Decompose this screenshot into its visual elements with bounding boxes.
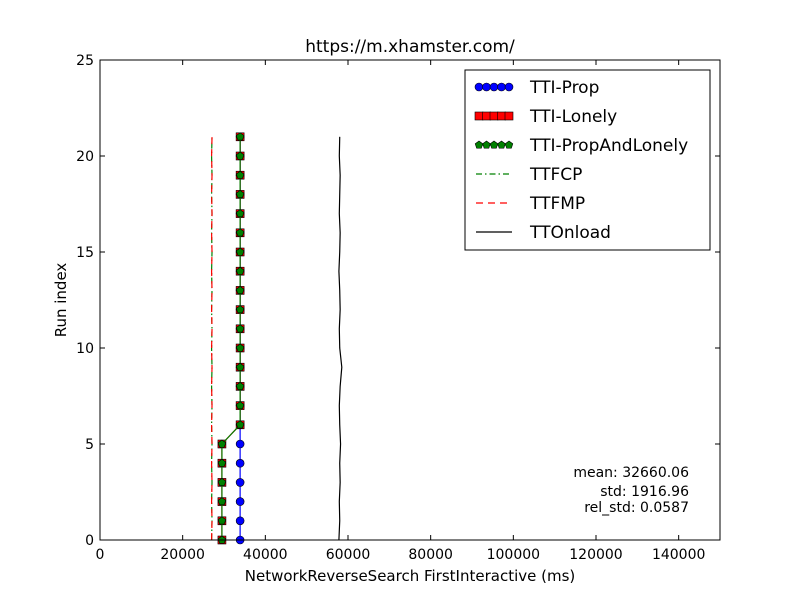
data-point <box>235 151 245 160</box>
data-point <box>217 478 227 486</box>
data-point <box>217 458 227 467</box>
legend-marker <box>482 140 491 149</box>
stats-rel-std: rel_std: 0.0587 <box>584 500 689 516</box>
data-point <box>235 247 245 256</box>
data-point <box>235 343 245 352</box>
plot-frame <box>99 59 721 541</box>
y-tick-label: 25 <box>76 53 94 69</box>
data-point <box>235 420 245 429</box>
legend-items: TTI-Prop TTI-Lonely TTI-PropAndLonely TTFCP… <box>474 78 688 243</box>
legend-marker <box>489 82 499 92</box>
data-point <box>217 497 227 506</box>
y-tick-label: 20 <box>76 149 94 165</box>
x-tick-label: 20000 <box>160 547 205 563</box>
x-tick-label: 120000 <box>569 547 622 563</box>
y-tick-label: 0 <box>85 533 94 549</box>
data-point <box>235 497 245 506</box>
stats-mean: mean: 32660.06 <box>573 465 689 481</box>
x-tick-label: 140000 <box>652 547 705 563</box>
stats-annotation: mean: 32660.06 std: 1916.96 rel_std: 0.0… <box>573 465 689 516</box>
plot-series <box>210 132 343 545</box>
legend-marker <box>497 140 506 149</box>
data-point <box>235 132 245 141</box>
data-point <box>235 439 245 449</box>
data-point <box>235 228 245 237</box>
x-tick-label: 100000 <box>487 547 540 563</box>
series-line <box>221 136 241 540</box>
legend-label: TTI-Lonely <box>529 107 617 127</box>
legend-label: TTI-PropAndLonely <box>529 136 688 156</box>
legend-label: TTI-Prop <box>529 78 599 98</box>
y-tick-label: 15 <box>76 245 94 261</box>
legend-item: TTOnload <box>476 223 611 243</box>
data-point <box>217 516 227 525</box>
x-axis-label: NetworkReverseSearch FirstInteractive (m… <box>245 567 576 585</box>
legend-marker <box>474 140 484 149</box>
data-point <box>235 209 245 218</box>
data-point <box>235 362 245 371</box>
legend-marker <box>497 111 506 121</box>
legend-marker <box>504 140 514 149</box>
x-tick-label: 0 <box>96 547 105 563</box>
legend-label: TTOnload <box>529 223 611 243</box>
data-point <box>235 190 245 198</box>
legend-box <box>464 69 711 251</box>
legend-item: TTI-PropAndLonely <box>474 136 688 156</box>
data-point <box>217 439 227 448</box>
data-point <box>235 286 245 294</box>
chart-title: https://m.xhamster.com/ <box>305 37 515 57</box>
y-axis-label: Run index <box>52 263 70 338</box>
series-tti-propandlonely <box>217 132 245 544</box>
series-ttonload <box>338 136 343 541</box>
data-point <box>235 516 245 526</box>
x-tick-label: 40000 <box>243 547 288 563</box>
legend-marker <box>504 82 514 92</box>
legend-label: TTFMP <box>529 194 585 214</box>
x-tick-label: 80000 <box>408 547 453 563</box>
legend: TTI-Prop TTI-Lonely TTI-PropAndLonely TTFCP… <box>464 69 711 251</box>
legend-marker <box>504 111 514 121</box>
data-point <box>235 324 245 333</box>
legend-marker <box>482 82 491 92</box>
legend-item: TTFCP <box>476 165 582 185</box>
legend-marker <box>474 82 484 92</box>
legend-item: TTFMP <box>476 194 585 214</box>
data-point <box>235 266 245 275</box>
data-point <box>235 458 245 468</box>
data-point <box>235 478 245 487</box>
legend-item: TTI-Prop <box>474 78 599 98</box>
y-tick-label: 10 <box>76 341 94 357</box>
legend-marker <box>489 140 499 149</box>
x-tick-label: 60000 <box>326 547 371 563</box>
legend-marker <box>482 111 491 121</box>
legend-item: TTI-Lonely <box>474 107 617 127</box>
y-tick-label: 5 <box>85 437 94 453</box>
axis-ticks: 0 20000 40000 60000 80000 100000 120000 140000 0… <box>76 53 720 563</box>
data-point <box>235 305 245 314</box>
legend-label: TTFCP <box>529 165 582 185</box>
legend-marker <box>489 111 499 121</box>
data-point <box>235 401 245 410</box>
series-line <box>338 136 343 541</box>
legend-marker <box>497 82 506 92</box>
data-point <box>235 170 245 179</box>
stats-std: std: 1916.96 <box>600 484 689 500</box>
legend-marker <box>474 111 484 121</box>
data-point <box>235 382 245 390</box>
